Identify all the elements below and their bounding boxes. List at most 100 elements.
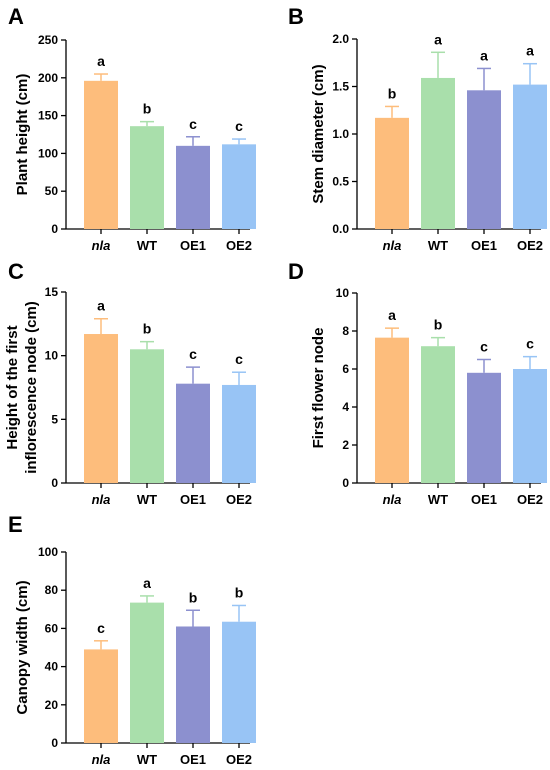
panel-b-plot: 0.0 0.5 1.0 1.5 2.0 Stem diameter (cm) b nla a WT… bbox=[310, 31, 547, 253]
bar-wt bbox=[130, 602, 164, 743]
x-tick-label: OE2 bbox=[226, 492, 252, 507]
y-tick-label: 60 bbox=[45, 621, 59, 635]
y-tick-label: 0 bbox=[342, 476, 349, 490]
bar-oe1 bbox=[467, 372, 501, 483]
bar-oe1 bbox=[176, 145, 210, 229]
bar-oe2 bbox=[222, 384, 256, 483]
y-tick-label: 0 bbox=[51, 736, 58, 750]
significance-label: b bbox=[388, 85, 397, 101]
bar-oe2 bbox=[513, 369, 547, 483]
x-tick-label: WT bbox=[428, 492, 448, 507]
significance-label: b bbox=[189, 589, 198, 605]
bar-oe1 bbox=[176, 626, 210, 743]
y-tick-label: 2.0 bbox=[332, 32, 349, 46]
y-tick-label: 8 bbox=[342, 324, 349, 338]
significance-label: a bbox=[143, 575, 151, 591]
bar-oe2 bbox=[222, 621, 256, 743]
bar-wt bbox=[421, 346, 455, 483]
y-axis-label: Canopy width (cm) bbox=[14, 580, 31, 714]
bar-wt bbox=[130, 126, 164, 229]
y-tick-label: 4 bbox=[342, 400, 349, 414]
panel-a-label: A bbox=[8, 4, 24, 29]
bar-nla bbox=[375, 337, 409, 483]
y-axis-label: First flower node bbox=[310, 328, 327, 449]
y-axis-label: Stem diameter (cm) bbox=[310, 64, 327, 203]
y-tick-label: 1.0 bbox=[332, 127, 349, 141]
x-tick-label: OE1 bbox=[180, 238, 206, 253]
significance-label: b bbox=[143, 321, 152, 337]
y-tick-label: 15 bbox=[45, 285, 59, 299]
bar-oe1 bbox=[467, 90, 501, 229]
significance-label: c bbox=[480, 339, 488, 355]
panel-d-plot: 0 2 4 6 8 10 First flower node a nla b WT c OE1 c OE2 bbox=[310, 286, 547, 507]
bar-oe2 bbox=[513, 84, 547, 229]
y-tick-label: 100 bbox=[38, 146, 58, 160]
significance-label: a bbox=[434, 31, 442, 47]
y-tick-label: 10 bbox=[45, 349, 59, 363]
significance-label: c bbox=[97, 620, 105, 636]
x-tick-label: OE1 bbox=[471, 492, 497, 507]
x-tick-label: nla bbox=[92, 492, 111, 507]
significance-label: b bbox=[235, 584, 244, 600]
x-tick-label: OE2 bbox=[226, 752, 252, 767]
y-tick-label: 200 bbox=[38, 71, 58, 85]
x-tick-label: WT bbox=[137, 492, 157, 507]
bar-nla bbox=[84, 334, 118, 483]
x-tick-label: OE1 bbox=[180, 752, 206, 767]
y-tick-label: 5 bbox=[51, 412, 58, 426]
x-tick-label: WT bbox=[428, 238, 448, 253]
x-tick-label: OE2 bbox=[226, 238, 252, 253]
x-tick-label: OE1 bbox=[471, 238, 497, 253]
panel-e-label: E bbox=[8, 512, 23, 537]
y-axis-label: Plant height (cm) bbox=[14, 74, 31, 196]
y-tick-label: 2 bbox=[342, 438, 349, 452]
significance-label: a bbox=[388, 307, 396, 323]
y-tick-label: 1.5 bbox=[332, 80, 349, 94]
x-tick-label: nla bbox=[383, 492, 402, 507]
y-tick-label: 20 bbox=[45, 698, 59, 712]
significance-label: c bbox=[526, 336, 534, 352]
panel-b-label: B bbox=[288, 4, 304, 29]
x-tick-label: WT bbox=[137, 752, 157, 767]
bar-nla bbox=[84, 80, 118, 229]
bar-nla bbox=[84, 649, 118, 743]
x-tick-label: nla bbox=[92, 238, 111, 253]
y-tick-label: 40 bbox=[45, 660, 59, 674]
panel-d-label: D bbox=[288, 259, 304, 284]
panel-b: B 0.0 0.5 1.0 1.5 2.0 Stem diameter (cm) b nla a… bbox=[288, 4, 547, 253]
y-tick-label: 100 bbox=[38, 545, 58, 559]
bar-wt bbox=[130, 349, 164, 483]
bar-oe1 bbox=[176, 383, 210, 483]
significance-label: a bbox=[97, 53, 105, 69]
significance-label: c bbox=[189, 116, 197, 132]
y-tick-label: 0 bbox=[51, 476, 58, 490]
y-tick-label: 0 bbox=[51, 222, 58, 236]
significance-label: b bbox=[143, 101, 152, 117]
panel-d: D 0 2 4 6 8 10 First flower node a nla b WT c OE1 c OE… bbox=[288, 259, 547, 507]
bar-oe2 bbox=[222, 144, 256, 229]
panel-e-plot: 0 20 40 60 80 100 Canopy width (cm) c nla a WT b OE1… bbox=[14, 545, 256, 767]
y-axis-label-line2: inflorescence node (cm) bbox=[23, 301, 40, 474]
y-tick-label: 0.0 bbox=[332, 222, 349, 236]
x-tick-label: nla bbox=[383, 238, 402, 253]
significance-label: c bbox=[235, 351, 243, 367]
panel-c-label: C bbox=[8, 259, 24, 284]
panel-a-plot: 0 50 100 150 200 250 Plant height (cm) a nla b WT c… bbox=[14, 33, 256, 253]
significance-label: a bbox=[480, 47, 488, 63]
significance-label: b bbox=[434, 317, 443, 333]
bar-wt bbox=[421, 77, 455, 229]
y-tick-label: 150 bbox=[38, 109, 58, 123]
significance-label: a bbox=[97, 298, 105, 314]
significance-label: c bbox=[189, 346, 197, 362]
significance-label: a bbox=[526, 43, 534, 59]
y-tick-label: 6 bbox=[342, 362, 349, 376]
y-axis-label-line1: Height of the first bbox=[4, 325, 21, 449]
x-tick-label: WT bbox=[137, 238, 157, 253]
x-tick-label: OE2 bbox=[517, 492, 543, 507]
y-tick-label: 80 bbox=[45, 583, 59, 597]
panel-c-plot: 0 5 10 15 Height of the first inflorescence n… bbox=[4, 285, 256, 507]
significance-label: c bbox=[235, 118, 243, 134]
x-tick-label: OE2 bbox=[517, 238, 543, 253]
bar-nla bbox=[375, 117, 409, 229]
